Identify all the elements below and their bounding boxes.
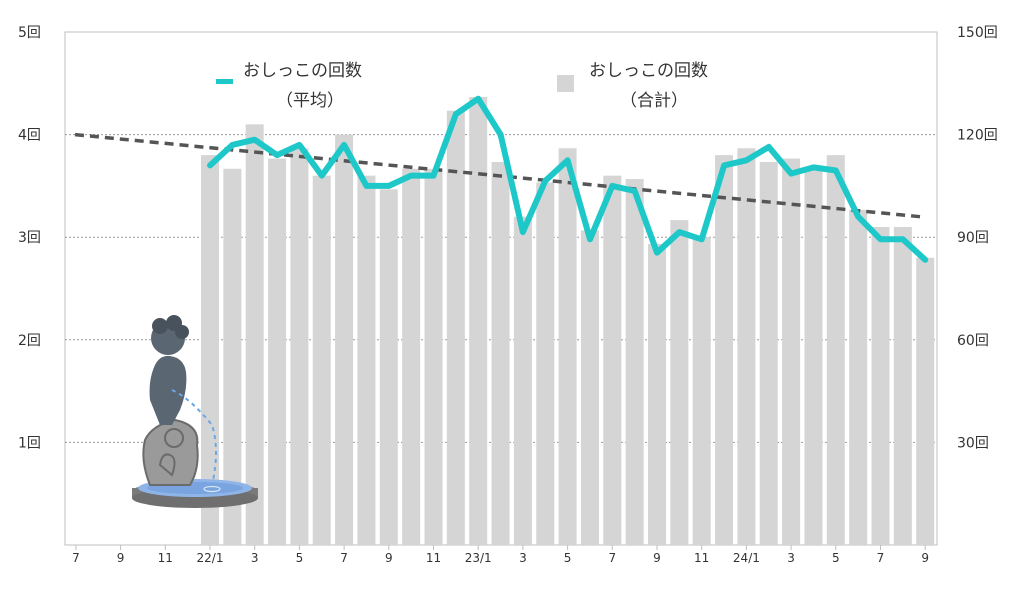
- right-tick-label: 60回: [957, 333, 989, 349]
- legend-line-marker: [216, 79, 233, 84]
- bar: [513, 216, 532, 545]
- bar: [536, 182, 555, 546]
- x-tick-label: 9: [653, 551, 661, 565]
- x-tick-label: 7: [340, 551, 348, 565]
- bar: [469, 96, 488, 545]
- bar: [446, 110, 465, 545]
- bar: [245, 124, 264, 545]
- bar: [826, 155, 845, 545]
- bar: [290, 148, 309, 545]
- fountain-statue-icon: [132, 315, 258, 508]
- legend-sub-total: （合計）: [620, 91, 688, 111]
- bar: [759, 161, 778, 545]
- x-tick-label: 9: [117, 551, 125, 565]
- bar: [625, 179, 644, 545]
- bar: [580, 230, 599, 546]
- bar: [648, 244, 666, 546]
- left-axis-ticks: 1回 2回 3回 4回 5回: [18, 25, 41, 451]
- left-tick-label: 4回: [18, 128, 41, 144]
- right-tick-label: 30回: [957, 435, 989, 451]
- x-tick-label: 5: [296, 551, 304, 565]
- x-tick-label: 23/1: [465, 551, 492, 565]
- right-tick-label: 150回: [957, 25, 998, 41]
- bar: [916, 257, 935, 545]
- bar: [558, 148, 577, 545]
- x-tick-label: 3: [787, 551, 795, 565]
- right-tick-label: 90回: [957, 230, 989, 246]
- right-tick-label: 120回: [957, 128, 998, 144]
- bar: [715, 155, 734, 545]
- bar: [223, 168, 242, 546]
- trend-line: [74, 132, 921, 219]
- x-tick-label: 7: [877, 551, 885, 565]
- bar: [670, 220, 689, 545]
- x-tick-label: 9: [385, 551, 393, 565]
- bar: [424, 168, 443, 546]
- bar: [312, 175, 331, 545]
- x-tick-label: 7: [72, 551, 80, 565]
- x-tick-label: 5: [832, 551, 840, 565]
- bar: [893, 226, 912, 545]
- bar: [849, 209, 868, 545]
- bar: [335, 134, 354, 545]
- x-tick-label: 3: [519, 551, 527, 565]
- x-tick-label: 5: [564, 551, 572, 565]
- bar: [737, 148, 756, 545]
- x-tick-label: 11: [694, 551, 709, 565]
- bar: [692, 237, 711, 545]
- bar: [402, 168, 421, 546]
- legend: おしっこの回数 （平均） おしっこの回数 （合計）: [216, 61, 708, 111]
- bar: [871, 226, 890, 545]
- x-tick-label: 22/1: [197, 551, 224, 565]
- bar: [804, 168, 823, 546]
- right-axis-ticks: 30回 60回 90回 120回 150回: [957, 25, 998, 451]
- bar: [357, 175, 376, 545]
- legend-label-average: おしっこの回数: [243, 61, 362, 81]
- legend-label-total: おしっこの回数: [589, 61, 708, 81]
- bar: [379, 189, 398, 545]
- left-tick-label: 2回: [18, 333, 41, 349]
- x-tick-label: 11: [426, 551, 441, 565]
- x-tick-label: 9: [921, 551, 929, 565]
- x-tick-label: 3: [251, 551, 259, 565]
- left-tick-label: 3回: [18, 230, 41, 246]
- left-tick-label: 5回: [18, 25, 41, 41]
- legend-sub-average: （平均）: [276, 91, 344, 111]
- bar: [491, 161, 510, 545]
- bar-series: [201, 96, 935, 546]
- bar: [782, 158, 801, 546]
- x-tick-label: 11: [158, 551, 173, 565]
- x-axis-ticks: 7 9 11 22/1 3 5 7 9 11 23/1 3 5 7 9 11 24/1 3 5 7 9: [72, 545, 929, 565]
- x-tick-label: 24/1: [733, 551, 760, 565]
- left-tick-label: 1回: [18, 435, 41, 451]
- bar: [201, 155, 219, 545]
- x-tick-label: 7: [608, 551, 616, 565]
- legend-bar-marker: [557, 75, 574, 92]
- bar: [603, 175, 622, 545]
- average-line: [207, 95, 929, 263]
- bar: [268, 158, 287, 546]
